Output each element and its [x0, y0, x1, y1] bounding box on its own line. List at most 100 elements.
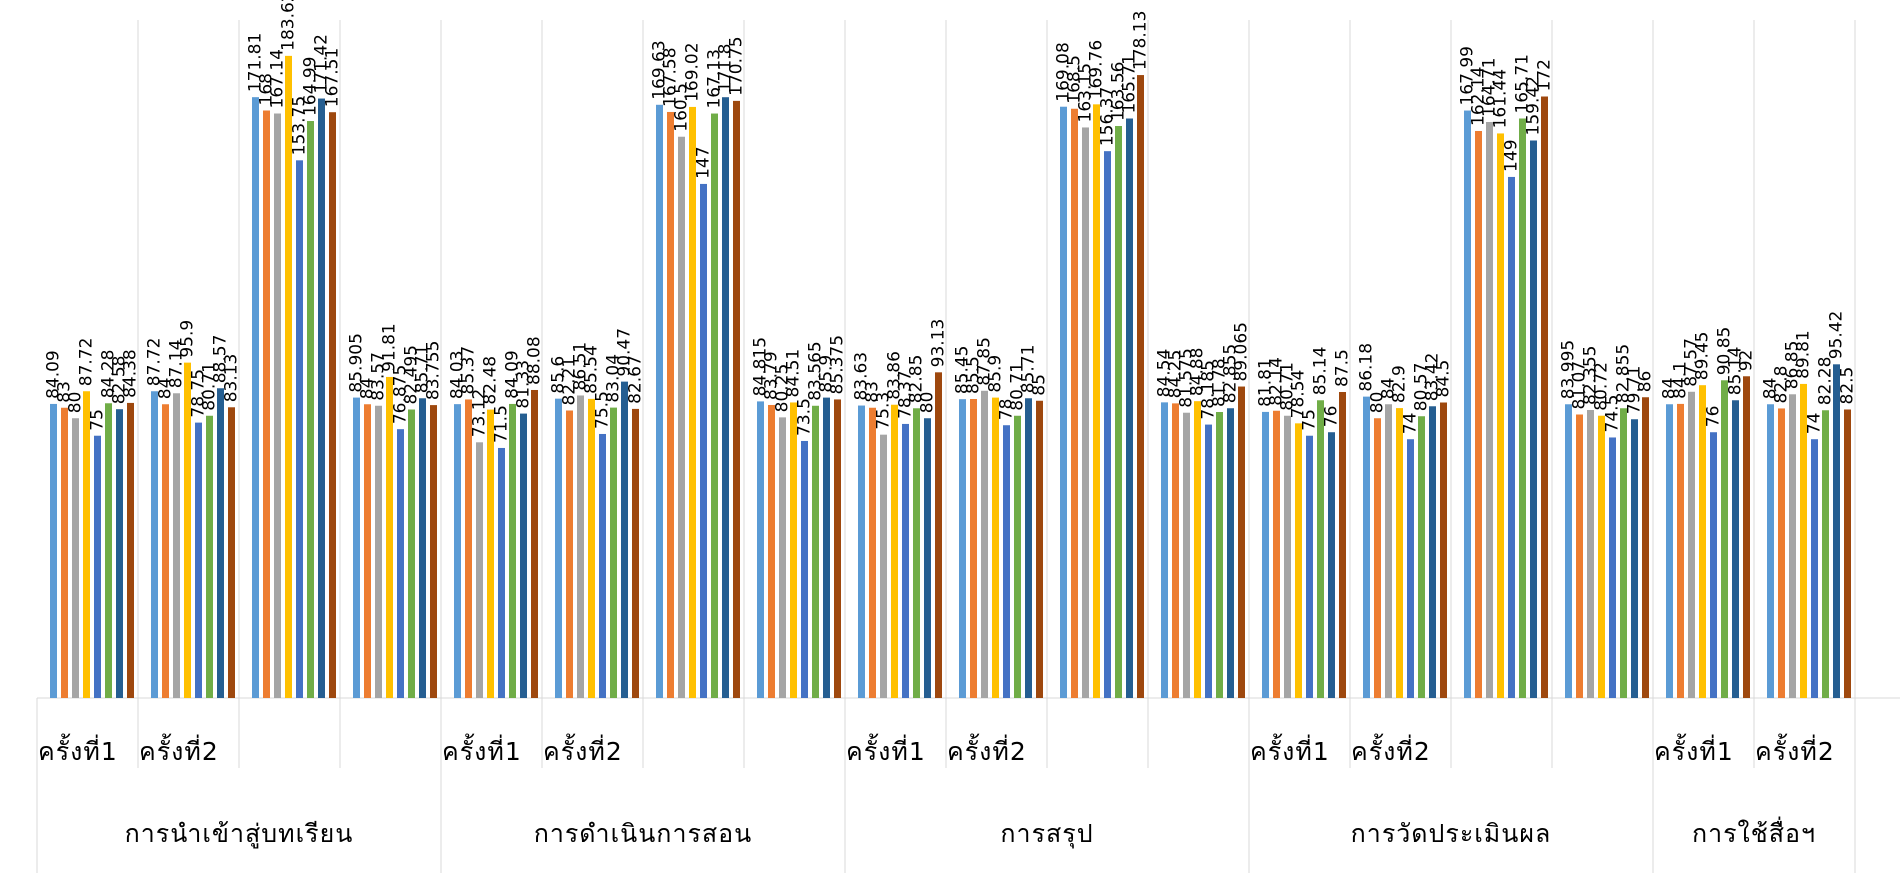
- bar-value-label: 170.75: [727, 36, 747, 95]
- bar: [476, 442, 483, 698]
- bar-value-label: 87.85: [975, 337, 995, 386]
- bar-value-label: 75: [88, 409, 108, 431]
- bar-value-label: 87.72: [145, 338, 165, 387]
- bar: [364, 404, 371, 698]
- bar-value-label: 85.9: [817, 355, 837, 393]
- bar: [1161, 402, 1168, 698]
- bar: [329, 112, 336, 698]
- bar: [1508, 176, 1515, 699]
- bar: [397, 429, 404, 698]
- bar: [173, 393, 180, 698]
- bar: [970, 399, 977, 698]
- bar: [307, 121, 314, 698]
- bar-value-label: 167.58: [661, 47, 681, 106]
- bar-value-label: 84.25: [1166, 350, 1186, 399]
- bar: [1137, 75, 1144, 699]
- bar: [1519, 118, 1526, 698]
- bar-value-label: 163.15: [1076, 63, 1096, 122]
- bar-value-label: 83: [863, 381, 883, 403]
- bar: [1576, 414, 1583, 698]
- bar: [733, 100, 740, 698]
- bar: [588, 398, 595, 698]
- bar: [105, 403, 112, 698]
- bar: [1093, 104, 1100, 699]
- bar: [667, 111, 674, 698]
- bar: [678, 136, 685, 699]
- bar: [217, 388, 224, 698]
- bar-value-label: 80.57: [1412, 363, 1432, 412]
- bar: [487, 409, 494, 698]
- bar: [891, 404, 898, 698]
- bar: [1183, 412, 1190, 698]
- bar-value-label: 75.5: [593, 391, 613, 429]
- bar: [531, 389, 538, 698]
- bar: [61, 407, 68, 698]
- bar-value-label: 164.99: [301, 57, 321, 116]
- bar-value-label: 73.5: [795, 398, 815, 436]
- bar-value-label: 83.63: [852, 352, 872, 401]
- bar: [1115, 126, 1122, 698]
- bar: [599, 433, 606, 698]
- bar: [1014, 415, 1021, 698]
- bar: [94, 435, 101, 698]
- bar: [1710, 432, 1717, 698]
- bar: [50, 403, 57, 698]
- bar: [711, 113, 718, 698]
- bar: [1385, 404, 1392, 698]
- bar: [801, 440, 808, 698]
- bar-value-label: 89.45: [1693, 332, 1713, 381]
- bar-value-label: 80: [1368, 392, 1388, 414]
- bar-value-label: 82.8: [1772, 366, 1792, 404]
- bar-value-label: 83.13: [222, 354, 242, 403]
- bar: [1172, 403, 1179, 698]
- bar: [700, 183, 707, 699]
- bar-value-label: 168: [257, 73, 277, 105]
- bar-value-label: 85.45: [953, 346, 973, 395]
- bar-value-label: 167.99: [1458, 46, 1478, 105]
- bar-value-label: 88.08: [525, 336, 545, 385]
- bar-value-label: 78: [997, 399, 1017, 421]
- bar: [1800, 383, 1807, 698]
- bar: [1071, 108, 1078, 698]
- bar: [823, 397, 830, 698]
- bar-value-label: 84.03: [448, 350, 468, 399]
- bar-value-label: 82.85: [907, 355, 927, 404]
- bar-value-label: 169.08: [1054, 42, 1074, 101]
- bar-value-label: 84: [1660, 378, 1680, 400]
- bar: [1429, 406, 1436, 698]
- bar: [1126, 118, 1133, 698]
- bar: [1317, 400, 1324, 698]
- bar: [285, 55, 292, 698]
- bar: [1036, 400, 1043, 698]
- bar-value-label: 81.33: [514, 360, 534, 409]
- bar: [1833, 364, 1840, 698]
- bar-value-label: 89.065: [1232, 322, 1252, 381]
- sub-category-label: ครั้งที่1: [442, 733, 522, 766]
- bar-value-label: 80.25: [773, 364, 793, 413]
- bar-value-label: 85.71: [413, 345, 433, 394]
- bar-value-label: 165.71: [1513, 54, 1533, 113]
- category-labels-layer: ครั้งที่1 ครั้งที่2 การนำเข้าสู่บทเรียน ครั…: [38, 733, 1834, 849]
- bar: [1262, 411, 1269, 698]
- bar-value-label: 74: [1805, 413, 1825, 435]
- bar-value-label: 82.9: [1390, 365, 1410, 403]
- bar: [1631, 419, 1638, 698]
- bar-value-label: 95.42: [1827, 311, 1847, 360]
- bar-value-label: 84.38: [121, 349, 141, 398]
- bar: [757, 401, 764, 698]
- bar-value-label: 73.12: [470, 389, 490, 438]
- bar-value-label: 153.75: [290, 96, 310, 155]
- bar: [1743, 376, 1750, 698]
- bar: [1541, 96, 1548, 698]
- bar-value-label: 78.75: [189, 369, 209, 418]
- bar-value-label: 84.1: [1671, 361, 1691, 399]
- bar-value-label: 84: [156, 378, 176, 400]
- bars-layer: [50, 55, 1851, 699]
- bar: [72, 418, 79, 698]
- bar: [1811, 439, 1818, 698]
- bar: [1060, 106, 1067, 699]
- bar: [656, 104, 663, 698]
- bar-value-label: 167.13: [705, 49, 725, 108]
- bar: [454, 404, 461, 698]
